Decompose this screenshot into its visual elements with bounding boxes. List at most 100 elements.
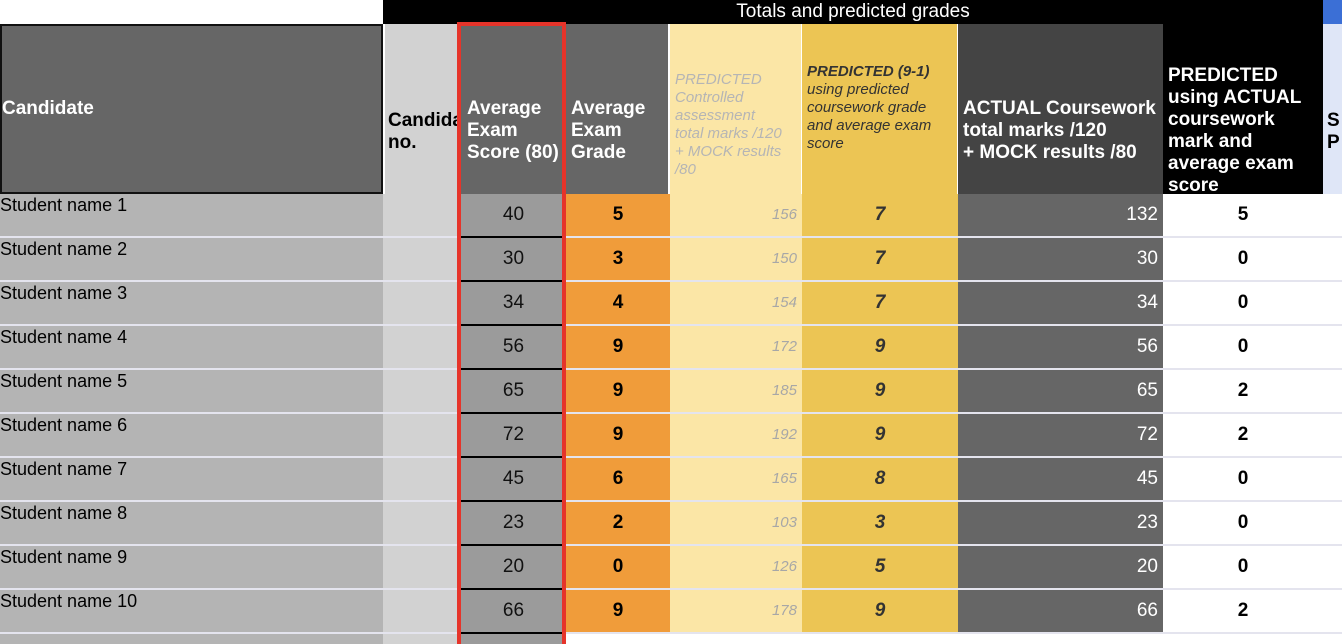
predicted-actual-cell[interactable]: 2 bbox=[1163, 414, 1323, 458]
cut-column-cell[interactable] bbox=[1323, 590, 1342, 634]
cut-column-cell[interactable] bbox=[1323, 546, 1342, 590]
predicted-91-cell[interactable]: 8 bbox=[802, 458, 958, 502]
avg-exam-grade-cell[interactable]: 9 bbox=[566, 414, 670, 458]
candidate-no-cell[interactable] bbox=[383, 502, 461, 546]
avg-exam-grade-cell[interactable]: 0 bbox=[566, 546, 670, 590]
avg-exam-score-cell[interactable]: 66 bbox=[461, 590, 566, 634]
actual-coursework-cell[interactable]: 132 bbox=[958, 194, 1163, 238]
candidate-no-cell[interactable] bbox=[383, 326, 461, 370]
candidate-name[interactable]: Student name 1 bbox=[0, 194, 383, 238]
avg-exam-grade-cell[interactable]: 9 bbox=[566, 590, 670, 634]
predicted-controlled-cell[interactable]: 156 bbox=[670, 194, 802, 238]
avg-exam-grade-cell[interactable]: 3 bbox=[566, 238, 670, 282]
candidate-no-cell[interactable] bbox=[383, 238, 461, 282]
header-predicted-actual[interactable]: PREDICTED using ACTUAL coursework mark a… bbox=[1163, 24, 1323, 194]
cut-column-cell[interactable] bbox=[1323, 502, 1342, 546]
predicted-controlled-cell[interactable]: 178 bbox=[670, 590, 802, 634]
header-avg-exam-grade[interactable]: Average Exam Grade bbox=[566, 24, 668, 194]
actual-coursework-cell[interactable]: 34 bbox=[958, 282, 1163, 326]
avg-exam-score-cell[interactable]: 20 bbox=[461, 546, 566, 590]
avg-exam-grade-cell[interactable]: 4 bbox=[566, 282, 670, 326]
avg-exam-grade-cell[interactable]: 9 bbox=[566, 370, 670, 414]
avg-exam-score-cell[interactable]: 40 bbox=[461, 194, 566, 238]
candidate-no-cell[interactable] bbox=[383, 546, 461, 590]
candidate-no-cell[interactable] bbox=[383, 370, 461, 414]
candidate-name[interactable]: Student name 9 bbox=[0, 546, 383, 590]
header-actual-coursework[interactable]: ACTUAL Coursework total marks /120 + MOC… bbox=[958, 24, 1163, 194]
actual-coursework-cell[interactable]: 30 bbox=[958, 238, 1163, 282]
predicted-91-cell[interactable]: 3 bbox=[802, 502, 958, 546]
predicted-controlled-cell[interactable]: 192 bbox=[670, 414, 802, 458]
predicted-controlled-cell[interactable]: 126 bbox=[670, 546, 802, 590]
predicted-91-cell[interactable]: 9 bbox=[802, 370, 958, 414]
candidate-name[interactable]: Student name 3 bbox=[0, 282, 383, 326]
cut-column-cell[interactable] bbox=[1323, 326, 1342, 370]
header-candidate[interactable]: Candidate bbox=[0, 24, 383, 194]
table-row: Student name 1 40 5 156 7 132 5 bbox=[0, 194, 1342, 238]
candidate-name[interactable]: Student name 5 bbox=[0, 370, 383, 414]
header-predicted-91[interactable]: PREDICTED (9-1) using predicted coursewo… bbox=[802, 24, 957, 194]
predicted-actual-cell[interactable]: 5 bbox=[1163, 194, 1323, 238]
avg-exam-score-cell[interactable]: 23 bbox=[461, 502, 566, 546]
actual-coursework-cell[interactable]: 65 bbox=[958, 370, 1163, 414]
candidate-name[interactable]: Student name 6 bbox=[0, 414, 383, 458]
predicted-91-cell[interactable]: 9 bbox=[802, 414, 958, 458]
predicted-91-cell[interactable]: 7 bbox=[802, 194, 958, 238]
predicted-controlled-cell[interactable]: 165 bbox=[670, 458, 802, 502]
candidate-no-cell[interactable] bbox=[383, 414, 461, 458]
candidate-name[interactable]: Student name 4 bbox=[0, 326, 383, 370]
avg-exam-score-cell[interactable]: 56 bbox=[461, 326, 566, 370]
avg-exam-grade-cell[interactable]: 9 bbox=[566, 326, 670, 370]
cut-column-cell[interactable] bbox=[1323, 238, 1342, 282]
candidate-no-cell[interactable] bbox=[383, 458, 461, 502]
cut-column-cell[interactable] bbox=[1323, 194, 1342, 238]
actual-coursework-cell[interactable]: 45 bbox=[958, 458, 1163, 502]
predicted-91-cell[interactable]: 7 bbox=[802, 282, 958, 326]
candidate-no-cell[interactable] bbox=[383, 282, 461, 326]
predicted-actual-cell[interactable]: 0 bbox=[1163, 282, 1323, 326]
avg-exam-score-cell[interactable]: 45 bbox=[461, 458, 566, 502]
avg-exam-score-cell[interactable]: 72 bbox=[461, 414, 566, 458]
avg-exam-score-cell[interactable]: 65 bbox=[461, 370, 566, 414]
predicted-actual-cell[interactable]: 0 bbox=[1163, 238, 1323, 282]
predicted-91-cell[interactable]: 5 bbox=[802, 546, 958, 590]
predicted-controlled-cell[interactable]: 172 bbox=[670, 326, 802, 370]
candidate-name[interactable]: Student name 10 bbox=[0, 590, 383, 634]
candidate-name[interactable]: Student name 8 bbox=[0, 502, 383, 546]
avg-exam-grade-cell[interactable]: 6 bbox=[566, 458, 670, 502]
predicted-91-cell[interactable]: 9 bbox=[802, 590, 958, 634]
header-predicted-controlled[interactable]: PREDICTED Controlled assessment total ma… bbox=[670, 24, 801, 194]
candidate-no-cell[interactable] bbox=[383, 590, 461, 634]
predicted-91-cell[interactable]: 7 bbox=[802, 238, 958, 282]
actual-coursework-cell[interactable]: 56 bbox=[958, 326, 1163, 370]
avg-exam-grade-cell[interactable]: 2 bbox=[566, 502, 670, 546]
predicted-actual-cell[interactable]: 0 bbox=[1163, 326, 1323, 370]
predicted-91-cell[interactable]: 9 bbox=[802, 326, 958, 370]
candidate-name[interactable]: Student name 7 bbox=[0, 458, 383, 502]
predicted-controlled-cell[interactable]: 103 bbox=[670, 502, 802, 546]
avg-exam-grade-cell[interactable]: 5 bbox=[566, 194, 670, 238]
header-candidate-no[interactable]: Candida no. bbox=[385, 24, 457, 194]
predicted-actual-cell[interactable]: 0 bbox=[1163, 546, 1323, 590]
cut-column-cell[interactable] bbox=[1323, 370, 1342, 414]
cut-column-cell[interactable] bbox=[1323, 282, 1342, 326]
actual-coursework-cell[interactable]: 66 bbox=[958, 590, 1163, 634]
predicted-actual-cell[interactable]: 2 bbox=[1163, 590, 1323, 634]
header-avg-exam-score[interactable]: Average Exam Score (80) bbox=[461, 24, 563, 194]
predicted-controlled-cell[interactable]: 154 bbox=[670, 282, 802, 326]
predicted-controlled-cell[interactable]: 150 bbox=[670, 238, 802, 282]
avg-exam-score-cell[interactable]: 34 bbox=[461, 282, 566, 326]
header-cut-column[interactable]: S P bbox=[1323, 24, 1342, 194]
candidate-no-cell[interactable] bbox=[383, 194, 461, 238]
cut-column-cell[interactable] bbox=[1323, 414, 1342, 458]
actual-coursework-cell[interactable]: 72 bbox=[958, 414, 1163, 458]
predicted-controlled-cell[interactable]: 185 bbox=[670, 370, 802, 414]
avg-exam-score-cell[interactable]: 30 bbox=[461, 238, 566, 282]
predicted-actual-cell[interactable]: 2 bbox=[1163, 370, 1323, 414]
predicted-actual-cell[interactable]: 0 bbox=[1163, 502, 1323, 546]
cut-column-cell[interactable] bbox=[1323, 458, 1342, 502]
actual-coursework-cell[interactable]: 20 bbox=[958, 546, 1163, 590]
predicted-actual-cell[interactable]: 0 bbox=[1163, 458, 1323, 502]
candidate-name[interactable]: Student name 2 bbox=[0, 238, 383, 282]
actual-coursework-cell[interactable]: 23 bbox=[958, 502, 1163, 546]
